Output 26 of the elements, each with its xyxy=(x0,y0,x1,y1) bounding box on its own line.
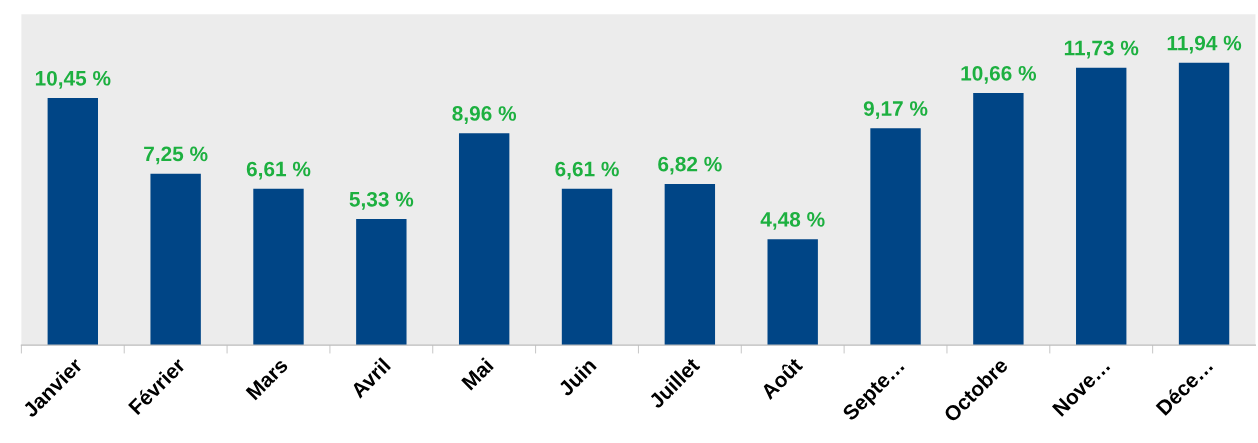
x-tick-label: Mai xyxy=(460,357,494,391)
bar xyxy=(458,133,510,346)
bar xyxy=(1076,67,1127,346)
bar xyxy=(664,183,716,346)
x-tick-label: Juin xyxy=(556,357,597,398)
data-label: 5,33 % xyxy=(349,191,414,210)
bar xyxy=(870,128,921,346)
data-label: 6,61 % xyxy=(555,161,619,180)
data-label: 11,73 % xyxy=(1064,40,1139,59)
bar xyxy=(973,93,1024,346)
data-label: 10,45 % xyxy=(35,70,111,89)
bar xyxy=(47,98,98,346)
data-label: 7,25 % xyxy=(144,146,208,165)
bar xyxy=(150,173,201,346)
data-label: 4,48 % xyxy=(760,212,825,230)
bar xyxy=(561,188,613,346)
bar xyxy=(767,239,818,346)
bar xyxy=(356,219,407,346)
bar xyxy=(1178,62,1230,346)
data-label: 6,82 % xyxy=(658,156,722,175)
data-label: 9,17 % xyxy=(863,101,928,119)
data-label: 11,94 % xyxy=(1167,35,1242,54)
data-label: 6,61 % xyxy=(246,161,311,180)
data-label: 10,66 % xyxy=(961,65,1037,84)
bar xyxy=(253,188,304,346)
data-label: 8,96 % xyxy=(452,106,517,124)
